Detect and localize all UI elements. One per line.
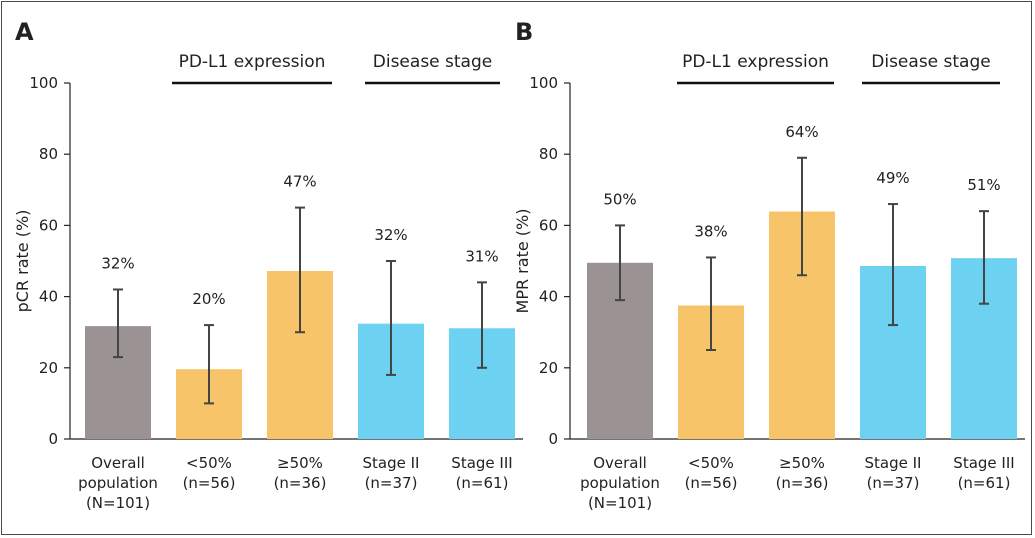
data-label: 20%	[192, 290, 225, 308]
x-tick-label: (n=56)	[183, 474, 236, 492]
group-header-stage: Disease stage	[871, 52, 990, 72]
x-tick-label: ≥50%	[779, 454, 825, 472]
data-label: 49%	[876, 169, 909, 187]
x-tick-label: (N=101)	[588, 494, 652, 512]
x-tick-label: (N=101)	[86, 494, 150, 512]
y-tick-label: 20	[39, 359, 58, 377]
group-header-pdl1: PD-L1 expression	[682, 52, 829, 72]
y-tick-label: 100	[529, 74, 558, 92]
x-tick-label: (n=37)	[365, 474, 418, 492]
x-tick-label: ≥50%	[277, 454, 323, 472]
data-label: 47%	[283, 173, 316, 191]
data-label: 51%	[967, 176, 1000, 194]
group-header-pdl1: PD-L1 expression	[179, 52, 326, 72]
group-header-stage: Disease stage	[373, 52, 492, 72]
data-label: 50%	[603, 190, 636, 208]
y-tick-label: 80	[39, 145, 58, 163]
y-tick-label: 60	[539, 216, 558, 234]
data-label: 32%	[374, 226, 407, 244]
y-tick-label: 20	[539, 359, 558, 377]
panel-letter: B	[515, 18, 533, 46]
x-tick-label: Overall	[593, 454, 647, 472]
y-tick-label: 40	[39, 288, 58, 306]
y-tick-label: 100	[29, 74, 58, 92]
x-tick-label: Stage III	[953, 454, 1014, 472]
x-tick-label: <50%	[688, 454, 734, 472]
y-tick-label: 0	[548, 430, 558, 448]
data-label: 38%	[694, 222, 727, 240]
x-tick-label: (n=37)	[867, 474, 920, 492]
x-tick-label: (n=61)	[456, 474, 509, 492]
x-tick-label: (n=61)	[958, 474, 1011, 492]
x-tick-label: Stage II	[865, 454, 922, 472]
data-label: 64%	[785, 123, 818, 141]
x-tick-label: Overall	[91, 454, 145, 472]
x-tick-label: (n=36)	[776, 474, 829, 492]
x-tick-label: Stage III	[451, 454, 512, 472]
y-axis-label: pCR rate (%)	[13, 210, 32, 313]
y-tick-label: 0	[48, 430, 58, 448]
x-tick-label: (n=56)	[685, 474, 738, 492]
y-tick-label: 80	[539, 145, 558, 163]
y-tick-label: 60	[39, 216, 58, 234]
x-tick-label: <50%	[186, 454, 232, 472]
panel-letter: A	[15, 18, 34, 46]
x-tick-label: (n=36)	[274, 474, 327, 492]
x-tick-label: Stage II	[363, 454, 420, 472]
x-tick-label: population	[580, 474, 660, 492]
y-axis-label: MPR rate (%)	[513, 209, 532, 314]
y-tick-label: 40	[539, 288, 558, 306]
x-tick-label: population	[78, 474, 158, 492]
data-label: 31%	[465, 247, 498, 265]
data-label: 32%	[101, 254, 134, 272]
